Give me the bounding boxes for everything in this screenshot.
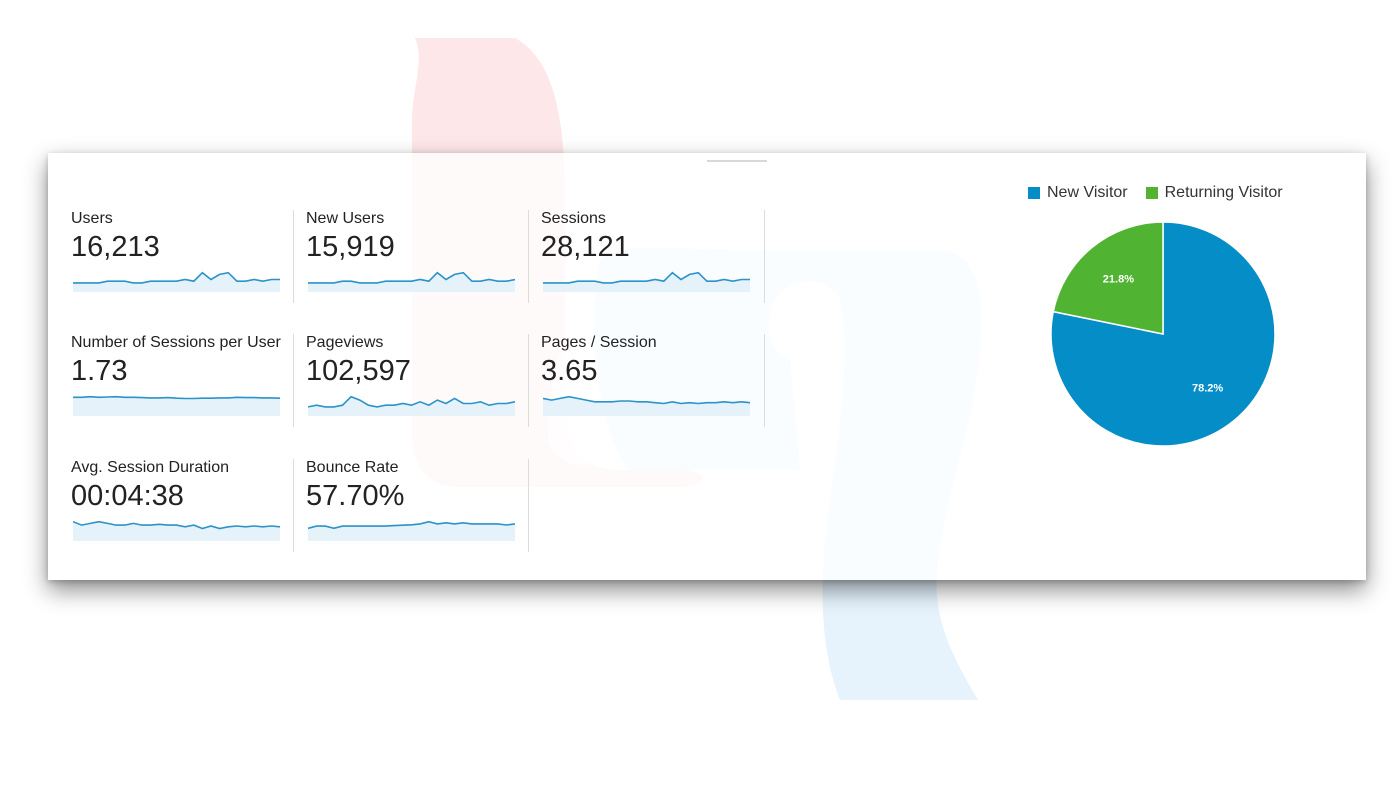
metric-avg-session-duration[interactable]: Avg. Session Duration 00:04:38 [71,459,293,555]
metric-label: Number of Sessions per User [71,334,281,351]
column-divider [528,459,529,552]
pie-legend: New Visitor Returning Visitor [1028,184,1301,202]
legend-swatch [1145,187,1158,199]
sparkline-line [308,395,515,408]
metric-sparkline [73,271,280,292]
sparkline-line [73,395,280,400]
metric-users[interactable]: Users 16,213 [71,210,293,306]
metric-sparkline [308,395,515,416]
sparkline-area [73,521,280,541]
drag-handle[interactable] [707,160,767,162]
metric-label: Avg. Session Duration [71,459,230,476]
sparkline-area [543,396,750,416]
legend-label: Returning Visitor [1164,184,1283,201]
pie-slice-label: 21.8% [1103,273,1134,285]
metric-sparkline [543,395,750,416]
metric-pageviews[interactable]: Pageviews 102,597 [306,334,528,430]
column-divider [293,210,294,303]
sparkline-line [73,271,280,284]
metric-sparkline [543,271,750,292]
column-divider [764,334,765,427]
legend-item-returning-visitor[interactable]: Returning Visitor [1145,184,1283,202]
sparkline-area [308,272,515,292]
metric-sparkline [308,271,515,292]
metric-label: Users [71,210,113,227]
sparkline-line [308,271,515,284]
sparkline-area [308,396,515,416]
metric-sessions-per-user[interactable]: Number of Sessions per User 1.73 [71,334,293,430]
legend-item-new-visitor[interactable]: New Visitor [1028,184,1128,202]
column-divider [293,459,294,552]
metric-sparkline [73,395,280,416]
column-divider [764,210,765,303]
metric-new-users[interactable]: New Users 15,919 [306,210,528,306]
sparkline-line [73,520,280,530]
metric-sparkline [73,520,280,541]
metric-bounce-rate[interactable]: Bounce Rate 57.70% [306,459,528,555]
sparkline-line [543,395,750,405]
metric-value: 00:04:38 [71,480,184,512]
metric-label: Pages / Session [541,334,657,351]
metric-value: 15,919 [306,231,395,263]
sparkline-area [543,272,750,292]
metric-value: 57.70% [306,480,405,512]
legend-label: New Visitor [1047,184,1128,201]
pie-slice-1[interactable] [1052,221,1164,335]
metric-value: 1.73 [71,355,128,387]
visitor-pie-chart: 78.2% 21.8% [1050,221,1276,447]
metric-pages-per-session[interactable]: Pages / Session 3.65 [541,334,763,430]
metric-label: Sessions [541,210,606,227]
metric-value: 28,121 [541,231,630,263]
metric-value: 102,597 [306,355,411,387]
sparkline-line [308,520,515,530]
column-divider [528,334,529,427]
metric-value: 3.65 [541,355,598,387]
legend-swatch [1028,187,1040,199]
sparkline-area [73,396,280,416]
metric-label: Pageviews [306,334,384,351]
metric-label: Bounce Rate [306,459,399,476]
metric-sparkline [308,520,515,541]
analytics-card: Users 16,213 New Users 15,919 Sessions 2… [48,153,1366,580]
sparkline-line [543,271,750,284]
metric-label: New Users [306,210,385,227]
metric-value: 16,213 [71,231,160,263]
column-divider [528,210,529,303]
pie-slice-label: 78.2% [1192,383,1223,395]
metric-sessions[interactable]: Sessions 28,121 [541,210,763,306]
sparkline-area [73,272,280,292]
column-divider [293,334,294,427]
